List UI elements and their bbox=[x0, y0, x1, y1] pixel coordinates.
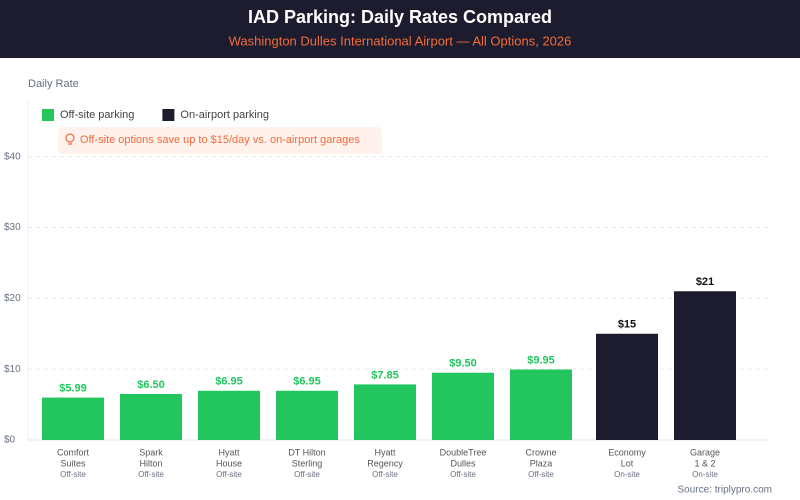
x-tick-note: Off-site bbox=[294, 470, 320, 479]
value-label: $7.85 bbox=[371, 369, 399, 381]
x-tick-label: Plaza bbox=[530, 458, 553, 468]
legend-swatch bbox=[42, 109, 54, 121]
legend-label: Off-site parking bbox=[60, 109, 134, 121]
value-label: $6.95 bbox=[215, 376, 243, 388]
x-tick-label: Economy bbox=[608, 447, 646, 457]
annotation-box bbox=[58, 127, 382, 154]
x-tick-note: On-site bbox=[692, 470, 718, 479]
x-tick-note: Off-site bbox=[372, 470, 398, 479]
y-tick-label: $20 bbox=[4, 293, 21, 304]
bar bbox=[198, 390, 260, 440]
value-label: $9.50 bbox=[449, 358, 477, 370]
bulb-icon bbox=[65, 133, 75, 145]
value-label: $6.50 bbox=[137, 379, 165, 391]
x-tick-note: Off-site bbox=[216, 470, 242, 479]
value-label: $9.95 bbox=[527, 354, 555, 366]
bar bbox=[432, 372, 494, 440]
x-tick-label: Hyatt bbox=[374, 447, 396, 457]
x-tick-label: Sterling bbox=[292, 458, 323, 468]
legend-label: On-airport parking bbox=[180, 109, 269, 121]
bar bbox=[596, 333, 658, 440]
x-tick-label: Lot bbox=[621, 458, 634, 468]
bar bbox=[120, 393, 182, 440]
chart-subtitle: Washington Dulles International Airport … bbox=[229, 33, 572, 48]
x-tick-label: Comfort bbox=[57, 447, 90, 457]
value-label: $15 bbox=[618, 319, 636, 331]
bar bbox=[276, 390, 338, 440]
y-tick-label: $0 bbox=[4, 435, 16, 446]
annotation: Off-site options save up to $15/day vs. … bbox=[80, 134, 360, 146]
x-tick-label: House bbox=[216, 458, 242, 468]
bar bbox=[42, 397, 104, 440]
header-band bbox=[0, 0, 800, 58]
x-tick-label: Dulles bbox=[450, 458, 476, 468]
x-tick-note: Off-site bbox=[450, 470, 476, 479]
x-tick-note: On-site bbox=[614, 470, 640, 479]
y-axis-label: Daily Rate bbox=[28, 78, 79, 90]
x-tick-label: Hilton bbox=[139, 458, 162, 468]
value-label: $21 bbox=[696, 276, 714, 288]
source: Source: triplypro.com bbox=[678, 485, 772, 496]
x-tick-note: Off-site bbox=[60, 470, 86, 479]
bar bbox=[510, 369, 572, 440]
bar bbox=[674, 291, 736, 440]
x-tick-label: 1 & 2 bbox=[694, 458, 715, 468]
y-tick-label: $40 bbox=[4, 151, 21, 162]
x-tick-label: Crowne bbox=[525, 447, 556, 457]
chart-title: IAD Parking: Daily Rates Compared bbox=[248, 7, 552, 27]
bar bbox=[354, 384, 416, 440]
legend-swatch bbox=[162, 109, 175, 121]
x-tick-label: DT Hilton bbox=[288, 447, 325, 457]
y-tick-label: $30 bbox=[4, 222, 21, 233]
x-tick-note: Off-site bbox=[138, 470, 164, 479]
x-tick-label: Spark bbox=[139, 447, 163, 457]
x-tick-label: Suites bbox=[60, 458, 86, 468]
x-tick-note: Off-site bbox=[528, 470, 554, 479]
value-label: $5.99 bbox=[59, 382, 87, 394]
x-tick-label: Regency bbox=[367, 458, 403, 468]
x-tick-label: DoubleTree bbox=[440, 447, 487, 457]
x-tick-label: Garage bbox=[690, 447, 720, 457]
x-tick-label: Hyatt bbox=[218, 447, 240, 457]
value-label: $6.95 bbox=[293, 376, 321, 388]
y-tick-label: $10 bbox=[4, 364, 21, 375]
